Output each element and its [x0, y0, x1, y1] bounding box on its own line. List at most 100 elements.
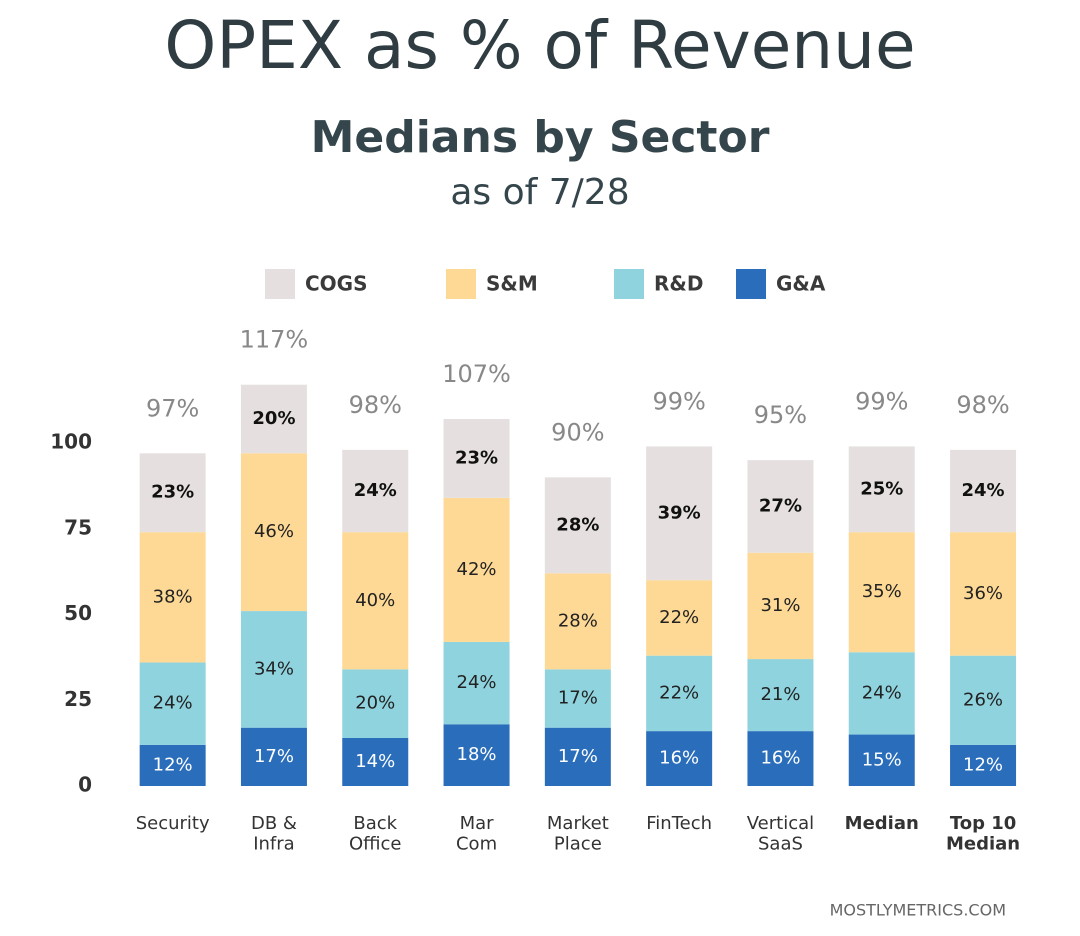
segment-label: 16% [659, 748, 699, 769]
segment-label: 22% [659, 607, 699, 628]
bar-segment [950, 532, 1017, 656]
chart-title: OPEX as % of Revenue [164, 7, 915, 84]
bar-segment [848, 446, 915, 533]
bar-segment [747, 460, 814, 553]
x-tick-label: Median [845, 813, 919, 834]
bar-segment [342, 669, 409, 738]
segment-label: 39% [658, 502, 701, 523]
date-note: as of 7/28 [450, 172, 629, 213]
bar-segment [950, 655, 1017, 745]
segment-label: 23% [151, 482, 194, 503]
bar-segment [139, 532, 206, 663]
legend-label: R&D [654, 272, 703, 296]
bar-segment [747, 552, 814, 660]
bar-segment [240, 453, 307, 612]
y-tick-label: 50 [64, 601, 92, 625]
total-label: 117% [240, 326, 309, 354]
total-label: 90% [551, 418, 604, 446]
segment-label: 34% [254, 658, 294, 679]
y-tick-label: 0 [78, 773, 92, 797]
x-tick-label: Market Place [547, 813, 609, 855]
legend-swatch [265, 269, 295, 299]
segment-label: 35% [862, 581, 902, 602]
segment-label: 27% [759, 495, 802, 516]
bar-segment [342, 737, 409, 786]
segment-label: 20% [252, 408, 295, 429]
segment-label: 24% [354, 480, 397, 501]
segment-label: 24% [457, 672, 497, 693]
segment-label: 17% [558, 688, 598, 709]
bar-segment [848, 652, 915, 735]
segment-label: 20% [355, 693, 395, 714]
segment-label: 18% [457, 744, 497, 765]
bar-segment [443, 497, 510, 642]
x-tick-label: FinTech [646, 813, 712, 834]
bar-segment [747, 659, 814, 732]
bar-segment [139, 453, 206, 533]
x-tick-label: Security [136, 813, 210, 834]
bar-segment [240, 384, 307, 454]
bar-segment [240, 727, 307, 786]
total-label: 95% [754, 401, 807, 429]
bar-segment [848, 734, 915, 786]
segment-label: 22% [659, 682, 699, 703]
y-tick-label: 75 [64, 515, 92, 539]
total-label: 99% [652, 387, 705, 415]
bar-segment [443, 724, 510, 786]
segment-label: 17% [254, 746, 294, 767]
legend-swatch [736, 269, 766, 299]
y-tick-label: 100 [50, 430, 92, 454]
segment-label: 24% [962, 480, 1005, 501]
x-tick-label: DB & Infra [251, 813, 297, 855]
segment-label: 24% [153, 693, 193, 714]
segment-label: 12% [153, 754, 193, 775]
bar-segment [646, 580, 713, 656]
bar-segment [646, 446, 713, 581]
segment-label: 17% [558, 746, 598, 767]
segment-label: 42% [457, 559, 497, 580]
total-label: 99% [855, 387, 908, 415]
legend-label: COGS [305, 272, 368, 296]
bar-segment [342, 449, 409, 533]
segment-label: 38% [153, 586, 193, 607]
source: MOSTLYMETRICS.COM [830, 901, 1006, 920]
bar-segment [544, 727, 611, 786]
segment-label: 23% [455, 447, 498, 468]
legend-swatch [614, 269, 644, 299]
segment-label: 25% [860, 478, 903, 499]
legend-label: S&M [486, 272, 538, 296]
total-label: 97% [146, 394, 199, 422]
bar-segment [544, 669, 611, 728]
total-label: 98% [956, 391, 1009, 419]
segment-label: 24% [862, 682, 902, 703]
bar-segment [747, 731, 814, 786]
segment-label: 21% [760, 684, 800, 705]
legend-label: G&A [776, 272, 826, 296]
segment-label: 40% [355, 590, 395, 611]
bar-segment [646, 655, 713, 732]
y-tick-label: 25 [64, 687, 92, 711]
segment-label: 12% [963, 754, 1003, 775]
segment-label: 28% [556, 514, 599, 535]
segment-label: 28% [558, 610, 598, 631]
bar-segment [848, 532, 915, 653]
x-tick-label: Back Office [349, 813, 402, 855]
legend-swatch [446, 269, 476, 299]
segment-label: 26% [963, 689, 1003, 710]
bar-segment [443, 641, 510, 725]
bar-segment [544, 477, 611, 574]
segment-label: 36% [963, 583, 1003, 604]
chart-subtitle: Medians by Sector [311, 112, 770, 163]
total-label: 107% [442, 360, 511, 388]
bar-segment [443, 418, 510, 498]
segment-label: 14% [355, 751, 395, 772]
bar-segment [139, 744, 206, 786]
segment-label: 16% [760, 748, 800, 769]
segment-label: 15% [862, 749, 902, 770]
x-tick-label: Mar Com [456, 813, 497, 855]
bar-segment [342, 532, 409, 670]
bar-segment [950, 744, 1017, 786]
bar-segment [950, 449, 1017, 533]
x-tick-label: Top 10 Median [946, 813, 1020, 855]
